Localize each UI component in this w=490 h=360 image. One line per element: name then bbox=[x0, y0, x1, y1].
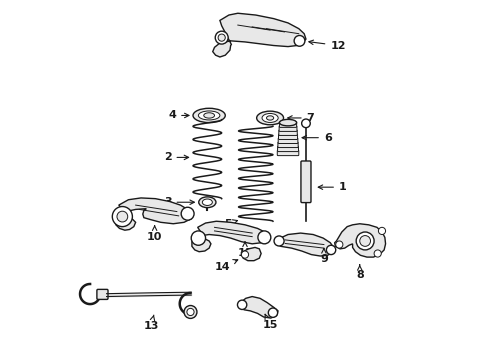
FancyBboxPatch shape bbox=[277, 146, 298, 152]
Ellipse shape bbox=[193, 108, 225, 123]
Circle shape bbox=[191, 231, 205, 245]
Circle shape bbox=[274, 236, 284, 246]
FancyBboxPatch shape bbox=[97, 289, 108, 300]
Polygon shape bbox=[116, 198, 192, 230]
FancyBboxPatch shape bbox=[278, 138, 298, 144]
Ellipse shape bbox=[262, 113, 278, 122]
Ellipse shape bbox=[267, 116, 274, 120]
Polygon shape bbox=[242, 247, 261, 261]
Text: 14: 14 bbox=[214, 260, 238, 272]
FancyBboxPatch shape bbox=[279, 122, 296, 127]
FancyBboxPatch shape bbox=[279, 126, 297, 131]
Polygon shape bbox=[276, 233, 334, 256]
FancyBboxPatch shape bbox=[301, 161, 311, 203]
Text: 1: 1 bbox=[318, 182, 347, 192]
Text: 7: 7 bbox=[288, 113, 315, 123]
Text: 13: 13 bbox=[144, 315, 159, 330]
Text: 15: 15 bbox=[262, 314, 278, 330]
Circle shape bbox=[378, 227, 386, 234]
Circle shape bbox=[360, 235, 370, 246]
Polygon shape bbox=[335, 224, 386, 257]
FancyBboxPatch shape bbox=[278, 134, 297, 139]
Ellipse shape bbox=[279, 120, 296, 126]
Ellipse shape bbox=[199, 197, 216, 208]
Circle shape bbox=[302, 119, 310, 128]
FancyBboxPatch shape bbox=[277, 150, 299, 156]
Circle shape bbox=[117, 211, 128, 222]
Polygon shape bbox=[239, 297, 278, 318]
Circle shape bbox=[218, 34, 225, 41]
Circle shape bbox=[238, 300, 247, 310]
Text: 11: 11 bbox=[237, 242, 253, 258]
Text: 4: 4 bbox=[168, 111, 189, 121]
Circle shape bbox=[336, 241, 343, 248]
Ellipse shape bbox=[204, 113, 215, 118]
Ellipse shape bbox=[198, 111, 220, 120]
Text: 6: 6 bbox=[302, 133, 332, 143]
FancyBboxPatch shape bbox=[278, 142, 298, 148]
Circle shape bbox=[242, 251, 248, 258]
Text: 12: 12 bbox=[309, 40, 346, 50]
Ellipse shape bbox=[202, 199, 212, 206]
Polygon shape bbox=[213, 13, 306, 57]
Circle shape bbox=[187, 309, 194, 316]
Circle shape bbox=[112, 207, 132, 226]
Circle shape bbox=[356, 232, 374, 250]
Text: 8: 8 bbox=[356, 265, 364, 280]
Circle shape bbox=[258, 231, 271, 244]
Text: 10: 10 bbox=[147, 226, 162, 242]
Circle shape bbox=[326, 245, 336, 255]
Circle shape bbox=[294, 36, 305, 46]
Circle shape bbox=[184, 306, 197, 319]
Circle shape bbox=[374, 250, 381, 257]
Circle shape bbox=[215, 31, 228, 44]
Circle shape bbox=[181, 207, 194, 220]
Polygon shape bbox=[192, 221, 269, 252]
Text: 3: 3 bbox=[164, 197, 195, 207]
Text: 5: 5 bbox=[224, 219, 238, 229]
Ellipse shape bbox=[257, 111, 284, 125]
Circle shape bbox=[269, 308, 278, 318]
Text: 2: 2 bbox=[164, 152, 189, 162]
Text: 9: 9 bbox=[320, 248, 328, 264]
FancyBboxPatch shape bbox=[279, 130, 297, 135]
